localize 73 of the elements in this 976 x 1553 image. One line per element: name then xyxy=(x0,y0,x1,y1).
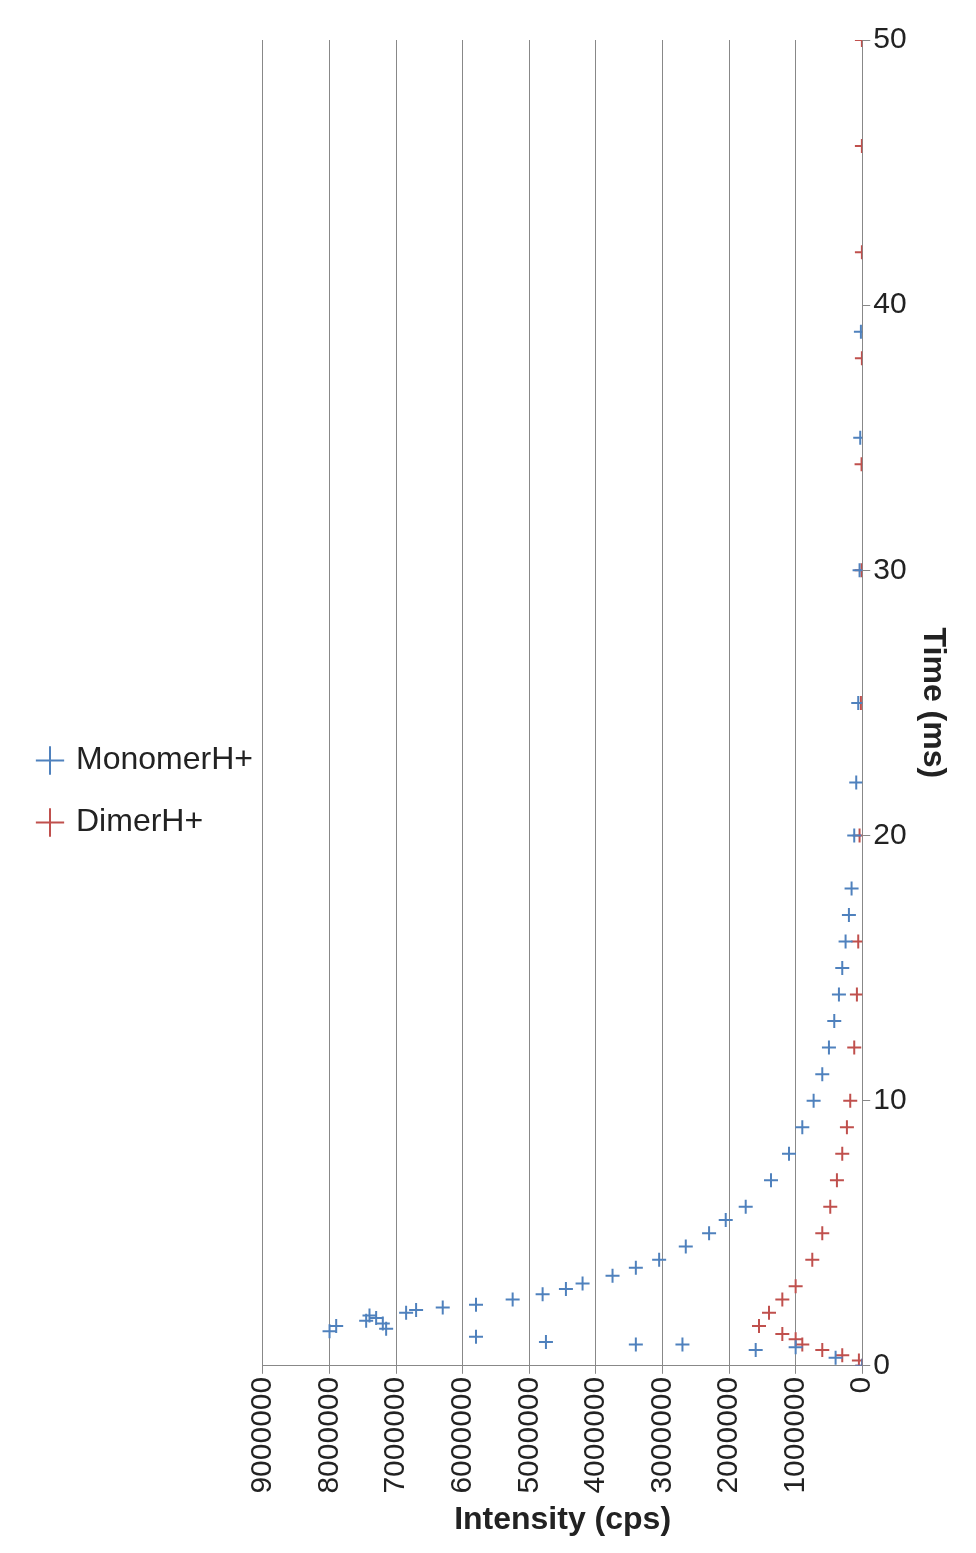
point xyxy=(834,960,851,977)
point xyxy=(328,1318,345,1335)
x-tick-label: 6000000 xyxy=(443,1376,477,1494)
point xyxy=(794,1119,811,1136)
point xyxy=(537,1333,554,1350)
point xyxy=(434,1299,451,1316)
point xyxy=(780,1145,797,1162)
point xyxy=(763,1172,780,1189)
point xyxy=(747,1341,764,1358)
point xyxy=(398,1304,415,1321)
point xyxy=(814,1341,831,1358)
point xyxy=(701,1225,718,1242)
x-axis-title: Intensity (cps) xyxy=(454,1499,672,1536)
point xyxy=(842,1092,859,1109)
point xyxy=(805,1092,822,1109)
point xyxy=(814,1066,831,1083)
legend-label: MonomerH+ xyxy=(76,740,253,777)
x-tick-label: 8000000 xyxy=(310,1376,344,1494)
point xyxy=(737,1198,754,1215)
point xyxy=(361,1307,378,1324)
x-tick-label: 7000000 xyxy=(377,1376,411,1494)
point xyxy=(848,986,863,1003)
point xyxy=(627,1336,644,1353)
point xyxy=(830,986,847,1003)
point xyxy=(717,1211,734,1228)
point xyxy=(843,880,860,897)
point xyxy=(834,1145,851,1162)
point xyxy=(468,1328,485,1345)
y-tick-label: 30 xyxy=(873,551,907,585)
x-tick-label: 1000000 xyxy=(776,1376,810,1494)
y-tick-label: 20 xyxy=(873,816,907,850)
point xyxy=(651,1251,668,1268)
point xyxy=(604,1267,621,1284)
point xyxy=(761,1304,778,1321)
x-tick-label: 9000000 xyxy=(244,1376,278,1494)
point xyxy=(840,907,857,924)
point xyxy=(787,1339,804,1356)
point xyxy=(751,1318,768,1335)
point xyxy=(468,1296,485,1313)
point xyxy=(574,1275,591,1292)
point xyxy=(828,1172,845,1189)
point xyxy=(822,1198,839,1215)
point xyxy=(408,1302,425,1319)
point xyxy=(557,1280,574,1297)
point xyxy=(837,933,854,950)
x-tick-label: 4000000 xyxy=(577,1376,611,1494)
point xyxy=(627,1259,644,1276)
legend-label: DimerH+ xyxy=(76,802,204,839)
point xyxy=(834,1347,851,1364)
point xyxy=(846,827,863,844)
point xyxy=(321,1323,338,1340)
x-tick-label: 5000000 xyxy=(510,1376,544,1494)
point xyxy=(848,774,863,791)
point xyxy=(846,1039,863,1056)
point xyxy=(534,1286,551,1303)
y-tick-label: 10 xyxy=(873,1081,907,1115)
point xyxy=(827,1349,844,1366)
point xyxy=(820,1039,837,1056)
point xyxy=(774,1325,791,1342)
point xyxy=(774,1291,791,1308)
point xyxy=(804,1251,821,1268)
y-tick-label: 40 xyxy=(873,286,907,320)
point xyxy=(674,1336,691,1353)
y-axis-title: Time (ms) xyxy=(916,627,953,779)
point xyxy=(787,1278,804,1295)
point xyxy=(814,1225,831,1242)
point xyxy=(838,1119,855,1136)
point xyxy=(504,1291,521,1308)
point xyxy=(677,1238,694,1255)
x-tick-label: 3000000 xyxy=(643,1376,677,1494)
point xyxy=(826,1013,843,1030)
x-tick-label: 2000000 xyxy=(710,1376,744,1494)
y-tick-label: 50 xyxy=(873,21,907,55)
